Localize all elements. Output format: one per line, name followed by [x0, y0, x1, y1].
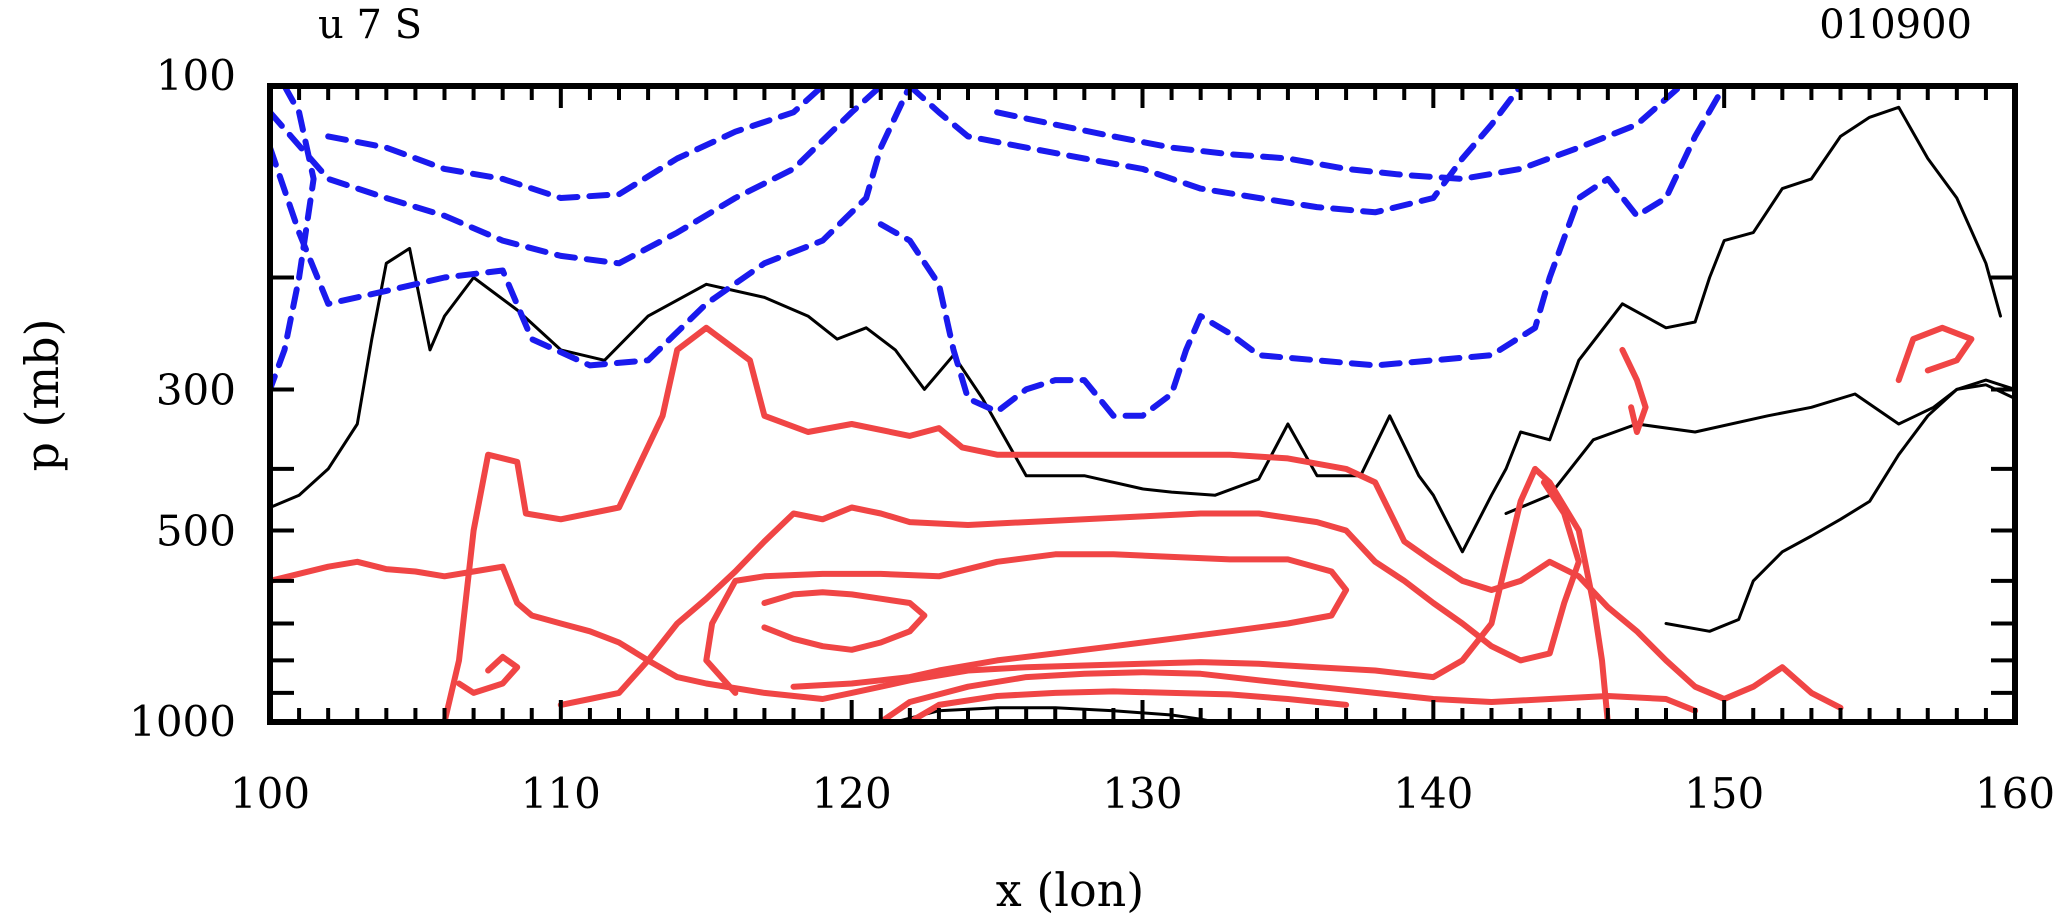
x-tick-label: 160	[1975, 769, 2055, 818]
chart-title-right: 010900	[1819, 2, 1972, 48]
x-tick-label: 120	[812, 769, 892, 818]
contour-negative-10	[994, 83, 1684, 182]
axis-ticks	[268, 84, 2017, 724]
x-tick-label: 130	[1102, 769, 1182, 818]
x-axis-label: x (lon)	[996, 863, 1145, 917]
x-tick-label: 140	[1393, 769, 1473, 818]
contour-negative-5	[325, 83, 826, 201]
contour-negative-6	[267, 83, 884, 267]
contour-negative-8	[906, 83, 1524, 216]
contour-positive-11	[267, 465, 1611, 725]
y-axis-label: p (mb)	[15, 318, 69, 471]
contour-positive-17	[906, 688, 1350, 725]
y-tick-label: 500	[156, 507, 236, 556]
plot-frame	[267, 83, 2018, 725]
y-tick-labels: 100 300 500 1000	[129, 51, 236, 746]
y-tick-label: 1000	[129, 697, 236, 746]
contour-zero-2	[1664, 383, 2017, 633]
contour-positive-13	[557, 479, 1582, 708]
contour-positive-20	[456, 653, 521, 696]
x-tick-labels: 100 110 120 130 140 150 160	[230, 769, 2055, 818]
contour-negative-4	[267, 83, 317, 393]
contour-negative-7	[267, 83, 913, 369]
contour-negative-9	[877, 83, 1728, 419]
contour-positive-19	[1619, 346, 1649, 435]
y-tick-label: 100	[156, 51, 236, 100]
contour-positive-15	[761, 589, 928, 653]
plot-border	[267, 83, 2018, 725]
contour-positive-16	[877, 669, 1699, 725]
contour-positive-12	[441, 324, 1844, 725]
x-tick-label: 100	[230, 769, 310, 818]
contour-positive-18	[1895, 324, 1975, 384]
contour-zero-0	[268, 105, 2002, 554]
contour-zero-1	[1504, 378, 2017, 515]
chart-title-left: u 7 S	[318, 2, 422, 48]
contour-positive-14	[703, 551, 1350, 696]
x-tick-label: 110	[521, 769, 601, 818]
x-tick-label: 150	[1684, 769, 1764, 818]
contour-lines	[267, 83, 2017, 725]
y-tick-label: 300	[156, 365, 236, 414]
